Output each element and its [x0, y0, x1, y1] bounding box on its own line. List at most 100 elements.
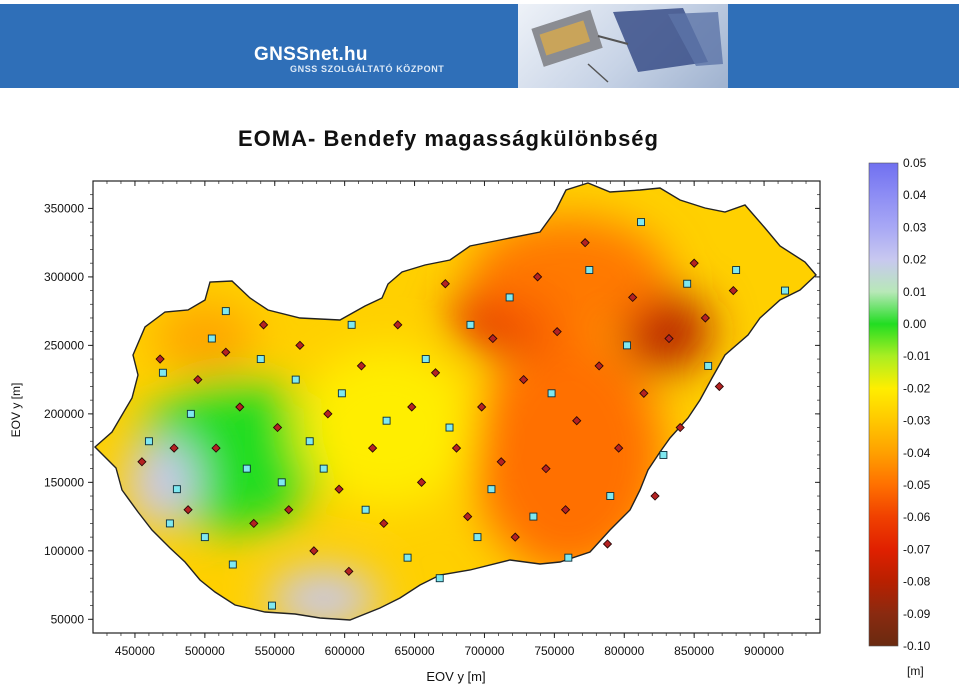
station-diamond — [689, 258, 699, 268]
station-diamond — [211, 443, 221, 453]
station-diamond — [334, 484, 344, 494]
station-square — [585, 266, 594, 274]
y-axis-label: EOV y [m] — [9, 383, 23, 438]
heat-region-north-wash — [468, 216, 669, 337]
station-square — [683, 279, 692, 288]
satellite-image-icon — [518, 4, 728, 88]
colorbar-label: 0.05 — [903, 156, 927, 170]
colorbar-label: 0.00 — [903, 317, 927, 331]
station-diamond — [477, 402, 487, 412]
colorbar-label: -0.01 — [903, 349, 931, 363]
station-square — [207, 334, 216, 343]
station-diamond — [258, 320, 269, 330]
station-diamond — [221, 347, 231, 357]
station-square — [165, 519, 174, 528]
station-diamond — [367, 443, 378, 453]
colorbar-label: 0.04 — [903, 188, 927, 202]
station-diamond — [639, 388, 649, 398]
station-diamond — [650, 491, 660, 501]
station-square — [256, 355, 265, 364]
station-square — [659, 450, 668, 459]
station-square — [158, 368, 167, 377]
station-diamond — [155, 354, 165, 364]
station-diamond — [628, 292, 638, 303]
station-square — [319, 464, 328, 473]
colorbar-label: 0.01 — [903, 285, 927, 299]
station-square — [291, 375, 300, 384]
y-axis: 50000 100000 150000 200000 250000 300000 35000… — [44, 194, 820, 626]
station-square — [347, 320, 356, 329]
station-square — [200, 533, 209, 542]
x-axis-label: EOV y [m] — [426, 669, 485, 684]
x-tick-label: 900000 — [744, 644, 784, 658]
station-square — [704, 361, 713, 370]
station-square — [529, 512, 538, 521]
station-diamond — [344, 566, 354, 577]
station-square — [435, 574, 444, 583]
station-diamond — [407, 402, 417, 412]
y-tick-label: 350000 — [44, 201, 84, 215]
station-diamond — [284, 505, 294, 515]
station-diamond — [580, 237, 590, 248]
station-square — [172, 485, 181, 494]
station-diamond — [714, 381, 724, 392]
station-square — [732, 266, 741, 274]
y-tick-label: 200000 — [44, 407, 84, 421]
station-square — [144, 437, 153, 446]
station-square — [268, 601, 276, 610]
colorbar-label: 0.03 — [903, 220, 927, 234]
station-square — [305, 437, 314, 446]
logo-text[interactable]: GNSSnet.hu — [254, 44, 368, 65]
station-diamond — [602, 539, 613, 549]
station-diamond — [183, 505, 193, 515]
heat-region-center — [296, 347, 477, 508]
x-tick-label: 850000 — [674, 644, 714, 658]
station-square — [564, 553, 573, 562]
x-tick-label: 650000 — [395, 644, 435, 658]
x-tick-label: 450000 — [115, 644, 155, 658]
station-square — [403, 553, 412, 562]
station-diamond — [572, 416, 582, 426]
heat-region-east — [473, 334, 664, 575]
colorbar-labels: 0.05 0.04 0.03 0.02 0.01 0.00 -0.01 -0.02 -0.03 -… — [903, 156, 931, 653]
station-diamond — [560, 505, 571, 515]
colorbar-label: -0.09 — [903, 607, 931, 621]
station-diamond — [518, 374, 529, 385]
station-diamond — [700, 313, 710, 323]
y-tick-label: 250000 — [44, 338, 84, 352]
station-square — [505, 293, 514, 302]
station-square — [487, 485, 496, 494]
colorbar-label: -0.02 — [903, 381, 931, 395]
station-diamond — [272, 422, 283, 433]
station-square — [228, 560, 237, 569]
station-diamond — [728, 285, 738, 296]
station-square — [473, 533, 482, 542]
station-diamond — [594, 361, 604, 371]
station-square — [361, 505, 370, 514]
colorbar — [868, 162, 899, 647]
chart-title: EOMA- Bendefy magasságkülönbség — [238, 126, 659, 151]
station-diamond — [235, 402, 245, 412]
header-banner — [0, 0, 959, 88]
x-axis: 450000 500000 550000 600000 650000 700000 7500… — [106, 181, 807, 658]
station-square — [382, 416, 391, 425]
station-diamond — [249, 518, 259, 529]
station-square — [623, 341, 632, 350]
banner-stripe — [0, 0, 959, 4]
x-tick-label: 750000 — [534, 644, 574, 658]
heat-region-south — [268, 568, 379, 620]
x-tick-label: 550000 — [255, 644, 295, 658]
station-square — [466, 320, 475, 329]
station-diamond — [323, 409, 333, 419]
x-tick-label: 700000 — [464, 644, 504, 658]
station-square — [277, 478, 286, 487]
station-diamond — [309, 546, 319, 556]
station-diamond — [137, 457, 147, 467]
colorbar-label: -0.07 — [903, 542, 931, 556]
station-diamond — [488, 333, 498, 344]
heatmap-layer — [95, 183, 816, 620]
colorbar-label: -0.05 — [903, 478, 931, 492]
heat-region-northwest-wash — [154, 303, 255, 374]
station-diamond — [510, 532, 520, 542]
